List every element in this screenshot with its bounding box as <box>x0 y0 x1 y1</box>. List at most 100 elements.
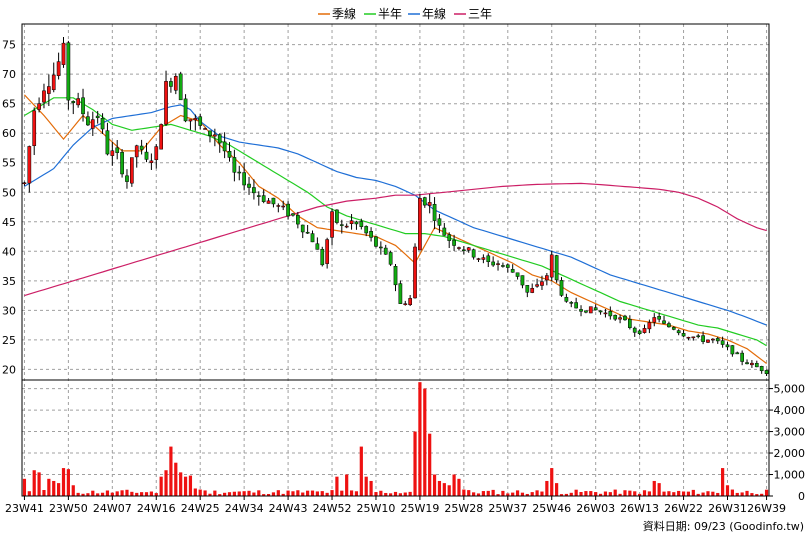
data-source-note: 資料日期: 09/23 (Goodinfo.tw) <box>642 520 804 533</box>
volume-bar <box>457 478 461 496</box>
volume-bar <box>154 493 158 496</box>
candle-body <box>134 145 139 158</box>
volume-bar <box>501 490 505 496</box>
volume-bar <box>140 492 144 496</box>
volume-bar <box>618 493 622 496</box>
candle-body <box>501 265 505 267</box>
candle-body <box>559 280 564 296</box>
volume-bar <box>496 494 500 496</box>
volume-bar <box>686 491 691 496</box>
candle-body <box>188 119 193 122</box>
volume-bar <box>681 491 686 496</box>
time-tick-label: 25W46 <box>532 502 571 515</box>
volume-bar <box>71 485 75 496</box>
candle-body <box>271 197 276 205</box>
candle-body <box>86 116 90 126</box>
candle-body <box>759 366 764 372</box>
candle-body <box>413 246 417 299</box>
volume-bar <box>223 492 227 496</box>
volume-bar <box>506 493 510 496</box>
volume-bar <box>330 490 334 496</box>
candle-body <box>256 195 261 197</box>
volume-bar <box>535 490 539 496</box>
candle-body <box>42 90 46 103</box>
candle-body <box>701 335 705 342</box>
volume-bar <box>384 492 388 496</box>
time-tick-label: 26W13 <box>620 502 659 515</box>
legend-label: 三年 <box>468 7 492 21</box>
candle-body <box>349 220 354 224</box>
candle-body <box>530 288 535 293</box>
candle-body <box>452 239 456 246</box>
time-tick-label: 26W39 <box>747 502 786 515</box>
candle-body <box>300 224 305 233</box>
candle-body <box>457 247 461 249</box>
volume-bar <box>677 490 681 496</box>
candle-body <box>618 317 622 320</box>
volume-bar <box>281 493 285 496</box>
volume-bar <box>296 490 300 496</box>
candle-body <box>37 103 41 110</box>
candle-body <box>56 61 61 76</box>
volume-bar <box>437 480 442 496</box>
volume-bar <box>130 491 134 496</box>
volume-bar <box>691 489 695 496</box>
volume-bar <box>491 489 495 496</box>
candle-body <box>598 310 603 313</box>
price-tick-label: 25 <box>2 334 16 347</box>
candle-body <box>125 175 129 182</box>
grid-lines <box>22 24 769 496</box>
time-tick-label: 24W34 <box>225 502 264 515</box>
price-axis: 20 25 30 35 40 45 50 55 60 65 70 75 <box>2 39 16 377</box>
candle-body <box>315 243 320 250</box>
volume-bar <box>721 468 725 496</box>
volume-bar <box>364 476 368 496</box>
candle-body <box>476 258 481 260</box>
time-axis: 23W41 23W50 24W07 24W16 24W25 24W34 24W43 24W52… <box>5 496 786 515</box>
candle-body <box>247 183 251 188</box>
candle-body <box>657 316 661 320</box>
candle-body <box>725 344 730 348</box>
candle-body <box>647 322 652 330</box>
volume-bar <box>628 490 632 496</box>
volume-bar <box>340 490 344 496</box>
candle-body <box>642 328 647 333</box>
candle-body <box>750 362 754 366</box>
candle-body <box>554 255 559 281</box>
volume-bar <box>193 488 197 496</box>
candle-body <box>510 269 515 273</box>
volume-bar <box>403 492 407 496</box>
candle-body <box>183 98 188 122</box>
volume-bar <box>520 492 525 496</box>
candle-body <box>681 333 686 337</box>
candle-body <box>579 309 583 312</box>
volume-bar <box>100 492 105 496</box>
volume-bars <box>22 382 769 496</box>
candle-body <box>164 81 168 125</box>
volume-bar <box>164 470 168 496</box>
volume-bar <box>61 468 66 496</box>
price-tick-label: 60 <box>2 127 16 140</box>
candle-body <box>418 198 422 251</box>
candle-body <box>427 202 432 206</box>
candle-body <box>408 298 412 305</box>
volume-bar <box>179 472 183 496</box>
candle-body <box>51 74 56 91</box>
candle-body <box>652 317 657 323</box>
volume-tick-label: 2,000 <box>774 447 806 460</box>
candle-body <box>339 224 344 226</box>
candle-body <box>745 362 749 365</box>
ma-line-0 <box>23 94 767 364</box>
volume-bar <box>711 491 715 496</box>
volume-bar <box>432 474 437 496</box>
candle-body <box>369 231 373 238</box>
candle-body <box>549 254 554 278</box>
candle-body <box>720 340 725 345</box>
volume-tick-label: 5,000 <box>774 383 806 396</box>
volume-bar <box>359 446 363 496</box>
time-tick-label: 24W52 <box>313 502 352 515</box>
volume-bar <box>662 491 666 496</box>
volume-tick-label: 1,000 <box>774 469 806 482</box>
volume-bar <box>701 492 705 496</box>
